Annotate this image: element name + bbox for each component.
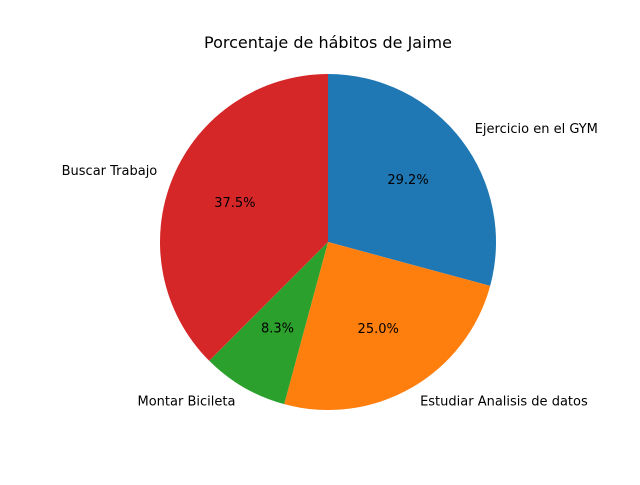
slice-percent-ejercicio-en-el-gym: 29.2% <box>387 173 428 188</box>
chart-title: Porcentaje de hábitos de Jaime <box>204 33 452 52</box>
pie-labels: Ejercicio en el GYM 29.2% Estudiar Analisi… <box>62 122 598 410</box>
pie-slice-ejercicio-en-el-gym <box>328 74 497 286</box>
slice-label-buscar-trabajo: Buscar Trabajo <box>62 164 158 179</box>
pie-slice-buscar-trabajo <box>160 74 328 361</box>
slice-label-estudiar-analisis-de-datos: Estudiar Analisis de datos <box>420 395 588 410</box>
slice-percent-buscar-trabajo: 37.5% <box>214 196 255 211</box>
slice-label-ejercicio-en-el-gym: Ejercicio en el GYM <box>475 122 598 137</box>
slice-percent-estudiar-analisis-de-datos: 25.0% <box>358 322 399 337</box>
slice-label-montar-bicileta: Montar Bicileta <box>138 394 236 409</box>
pie-slice-estudiar-analisis-de-datos <box>284 242 491 410</box>
pie-slices <box>160 74 497 410</box>
pie-slice-montar-bicileta <box>209 242 328 405</box>
slice-percent-montar-bicileta: 8.3% <box>261 322 294 337</box>
